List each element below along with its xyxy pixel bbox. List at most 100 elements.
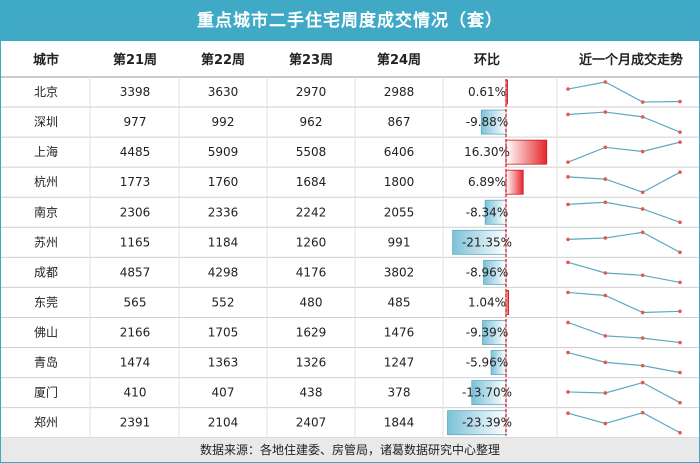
city-cell: 上海	[34, 144, 58, 159]
table-row: 深圳 977 992 962 867 -9.88%	[34, 109, 682, 135]
sparkline-point	[603, 334, 608, 338]
week23-cell: 962	[300, 115, 323, 129]
sparkline-point	[603, 80, 608, 84]
table-row: 南京 2306 2336 2242 2055 -8.34%	[34, 199, 682, 225]
source-note: 数据来源：各地住建委、房管局，诸葛数据研究中心整理	[199, 443, 500, 457]
sparkline-point	[566, 160, 570, 164]
mom-bar-positive	[505, 79, 508, 105]
week21-cell: 2306	[120, 205, 151, 219]
column-header: 环比	[474, 52, 500, 68]
city-cell: 厦门	[34, 385, 58, 400]
sparkline-point	[603, 145, 608, 150]
week22-cell: 407	[212, 386, 235, 400]
mom-bar-negative	[482, 320, 507, 345]
city-cell: 深圳	[34, 115, 58, 129]
sparkline-point	[678, 99, 682, 104]
week22-cell: 992	[212, 115, 235, 129]
sparkline-point	[678, 340, 682, 345]
mom-cell: 0.61%	[468, 85, 506, 99]
sparkline-point	[640, 336, 645, 340]
table-row: 杭州 1773 1760 1684 1800 6.89%	[34, 169, 682, 195]
week24-cell: 1844	[384, 416, 415, 430]
sparkline-point	[678, 280, 682, 285]
sparkline-point	[678, 220, 682, 225]
mom-bar-positive	[505, 139, 548, 165]
week24-cell: 1800	[384, 175, 415, 189]
sparkline	[567, 111, 681, 133]
sparkline-point	[603, 271, 608, 275]
sparkline-point	[640, 410, 645, 415]
week24-cell: 2055	[384, 205, 415, 219]
mom-bar-negative	[483, 259, 507, 285]
week24-cell: 378	[388, 386, 411, 400]
week23-cell: 4176	[296, 265, 327, 279]
week21-cell: 4857	[120, 265, 151, 279]
mom-cell: -23.39%	[462, 416, 512, 430]
city-cell: 苏州	[34, 235, 58, 249]
sparkline-point	[640, 149, 645, 154]
week23-cell: 2407	[296, 416, 327, 430]
sparkline	[567, 291, 681, 314]
table-row: 青岛 1474 1363 1326 1247 -5.96%	[34, 350, 682, 376]
table-row: 上海 4485 5909 5508 6406 16.30%	[34, 139, 682, 165]
sparkline	[567, 351, 681, 374]
sparkline-point	[603, 200, 608, 205]
week21-cell: 565	[124, 295, 147, 309]
mom-bar-negative	[490, 350, 507, 376]
mom-cell: -8.34%	[466, 205, 508, 219]
week21-cell: 977	[124, 115, 147, 129]
week22-cell: 552	[212, 295, 235, 309]
mom-bar-negative	[484, 199, 507, 225]
week22-cell: 1184	[208, 235, 239, 249]
column-header: 第23周	[289, 52, 333, 68]
sparkline-point	[566, 260, 570, 265]
sparkline-point	[678, 140, 682, 144]
week24-cell: 485	[388, 295, 411, 309]
mom-cell: -9.39%	[466, 326, 508, 340]
column-header: 第24周	[377, 52, 421, 68]
mom-bar-negative	[471, 380, 507, 406]
sparkline-point	[640, 230, 645, 235]
week23-cell: 1684	[296, 175, 327, 189]
week21-cell: 1474	[120, 356, 151, 370]
sparkline-point	[678, 400, 682, 405]
sparkline-point	[603, 391, 608, 395]
week23-cell: 438	[300, 386, 323, 400]
week21-cell: 2391	[120, 416, 151, 430]
city-cell: 北京	[34, 85, 58, 99]
city-cell: 郑州	[34, 415, 58, 430]
week24-cell: 6406	[384, 145, 415, 159]
week23-cell: 2242	[296, 205, 327, 219]
sparkline	[567, 201, 681, 223]
week22-cell: 2336	[208, 205, 239, 219]
sparkline-point	[566, 175, 570, 179]
sparkline	[567, 171, 681, 193]
week21-cell: 1165	[120, 235, 151, 249]
column-header: 城市	[33, 52, 59, 68]
mom-cell: 16.30%	[464, 145, 510, 159]
week24-cell: 2988	[384, 85, 415, 99]
week24-cell: 991	[388, 235, 411, 249]
sparkline-point	[603, 177, 608, 181]
table-row: 厦门 410 407 438 378 -13.70%	[34, 380, 682, 406]
week23-cell: 480	[300, 295, 323, 309]
week22-cell: 5909	[208, 145, 239, 159]
sparkline-point	[566, 87, 570, 91]
column-header: 第22周	[201, 52, 245, 68]
week23-cell: 1326	[296, 356, 327, 370]
footer-bar	[1, 438, 699, 462]
week21-cell: 410	[124, 386, 147, 400]
sparkline-point	[678, 130, 682, 134]
week21-cell: 4485	[120, 145, 151, 159]
sparkline	[567, 261, 681, 284]
sparkline-point	[678, 309, 682, 314]
sparkline-point	[640, 273, 645, 278]
week22-cell: 4298	[208, 265, 239, 279]
city-cell: 南京	[34, 204, 58, 219]
city-cell: 成都	[34, 265, 58, 279]
title-bar	[1, 1, 699, 41]
sparkline-point	[566, 202, 570, 207]
week23-cell: 5508	[296, 145, 327, 159]
sparkline-point	[640, 380, 645, 385]
